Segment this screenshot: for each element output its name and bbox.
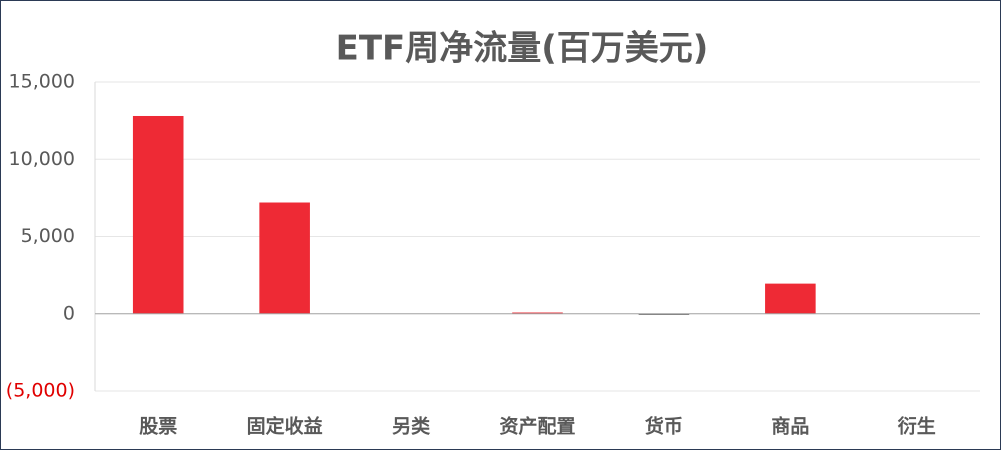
x-tick-label: 货币 — [645, 415, 683, 438]
chart-title: ETF周净流量(百万美元) — [336, 29, 709, 69]
y-tick-label: 15,000 — [9, 71, 75, 93]
bar — [259, 202, 310, 314]
y-tick-label: (5,000) — [6, 380, 75, 402]
x-tick-label: 股票 — [139, 416, 177, 438]
bar — [512, 312, 563, 314]
x-tick-label: 商品 — [771, 415, 809, 438]
x-tick-label: 资产配置 — [499, 415, 575, 438]
bar — [132, 115, 184, 314]
y-tick-label: 5,000 — [21, 225, 75, 247]
y-tick-label: 10,000 — [9, 148, 75, 170]
x-tick-label: 另类 — [392, 415, 430, 438]
bar — [765, 283, 816, 314]
y-tick-label: 0 — [63, 302, 75, 324]
x-tick-label: 衍生 — [897, 415, 936, 438]
x-tick-label: 固定收益 — [247, 415, 323, 438]
